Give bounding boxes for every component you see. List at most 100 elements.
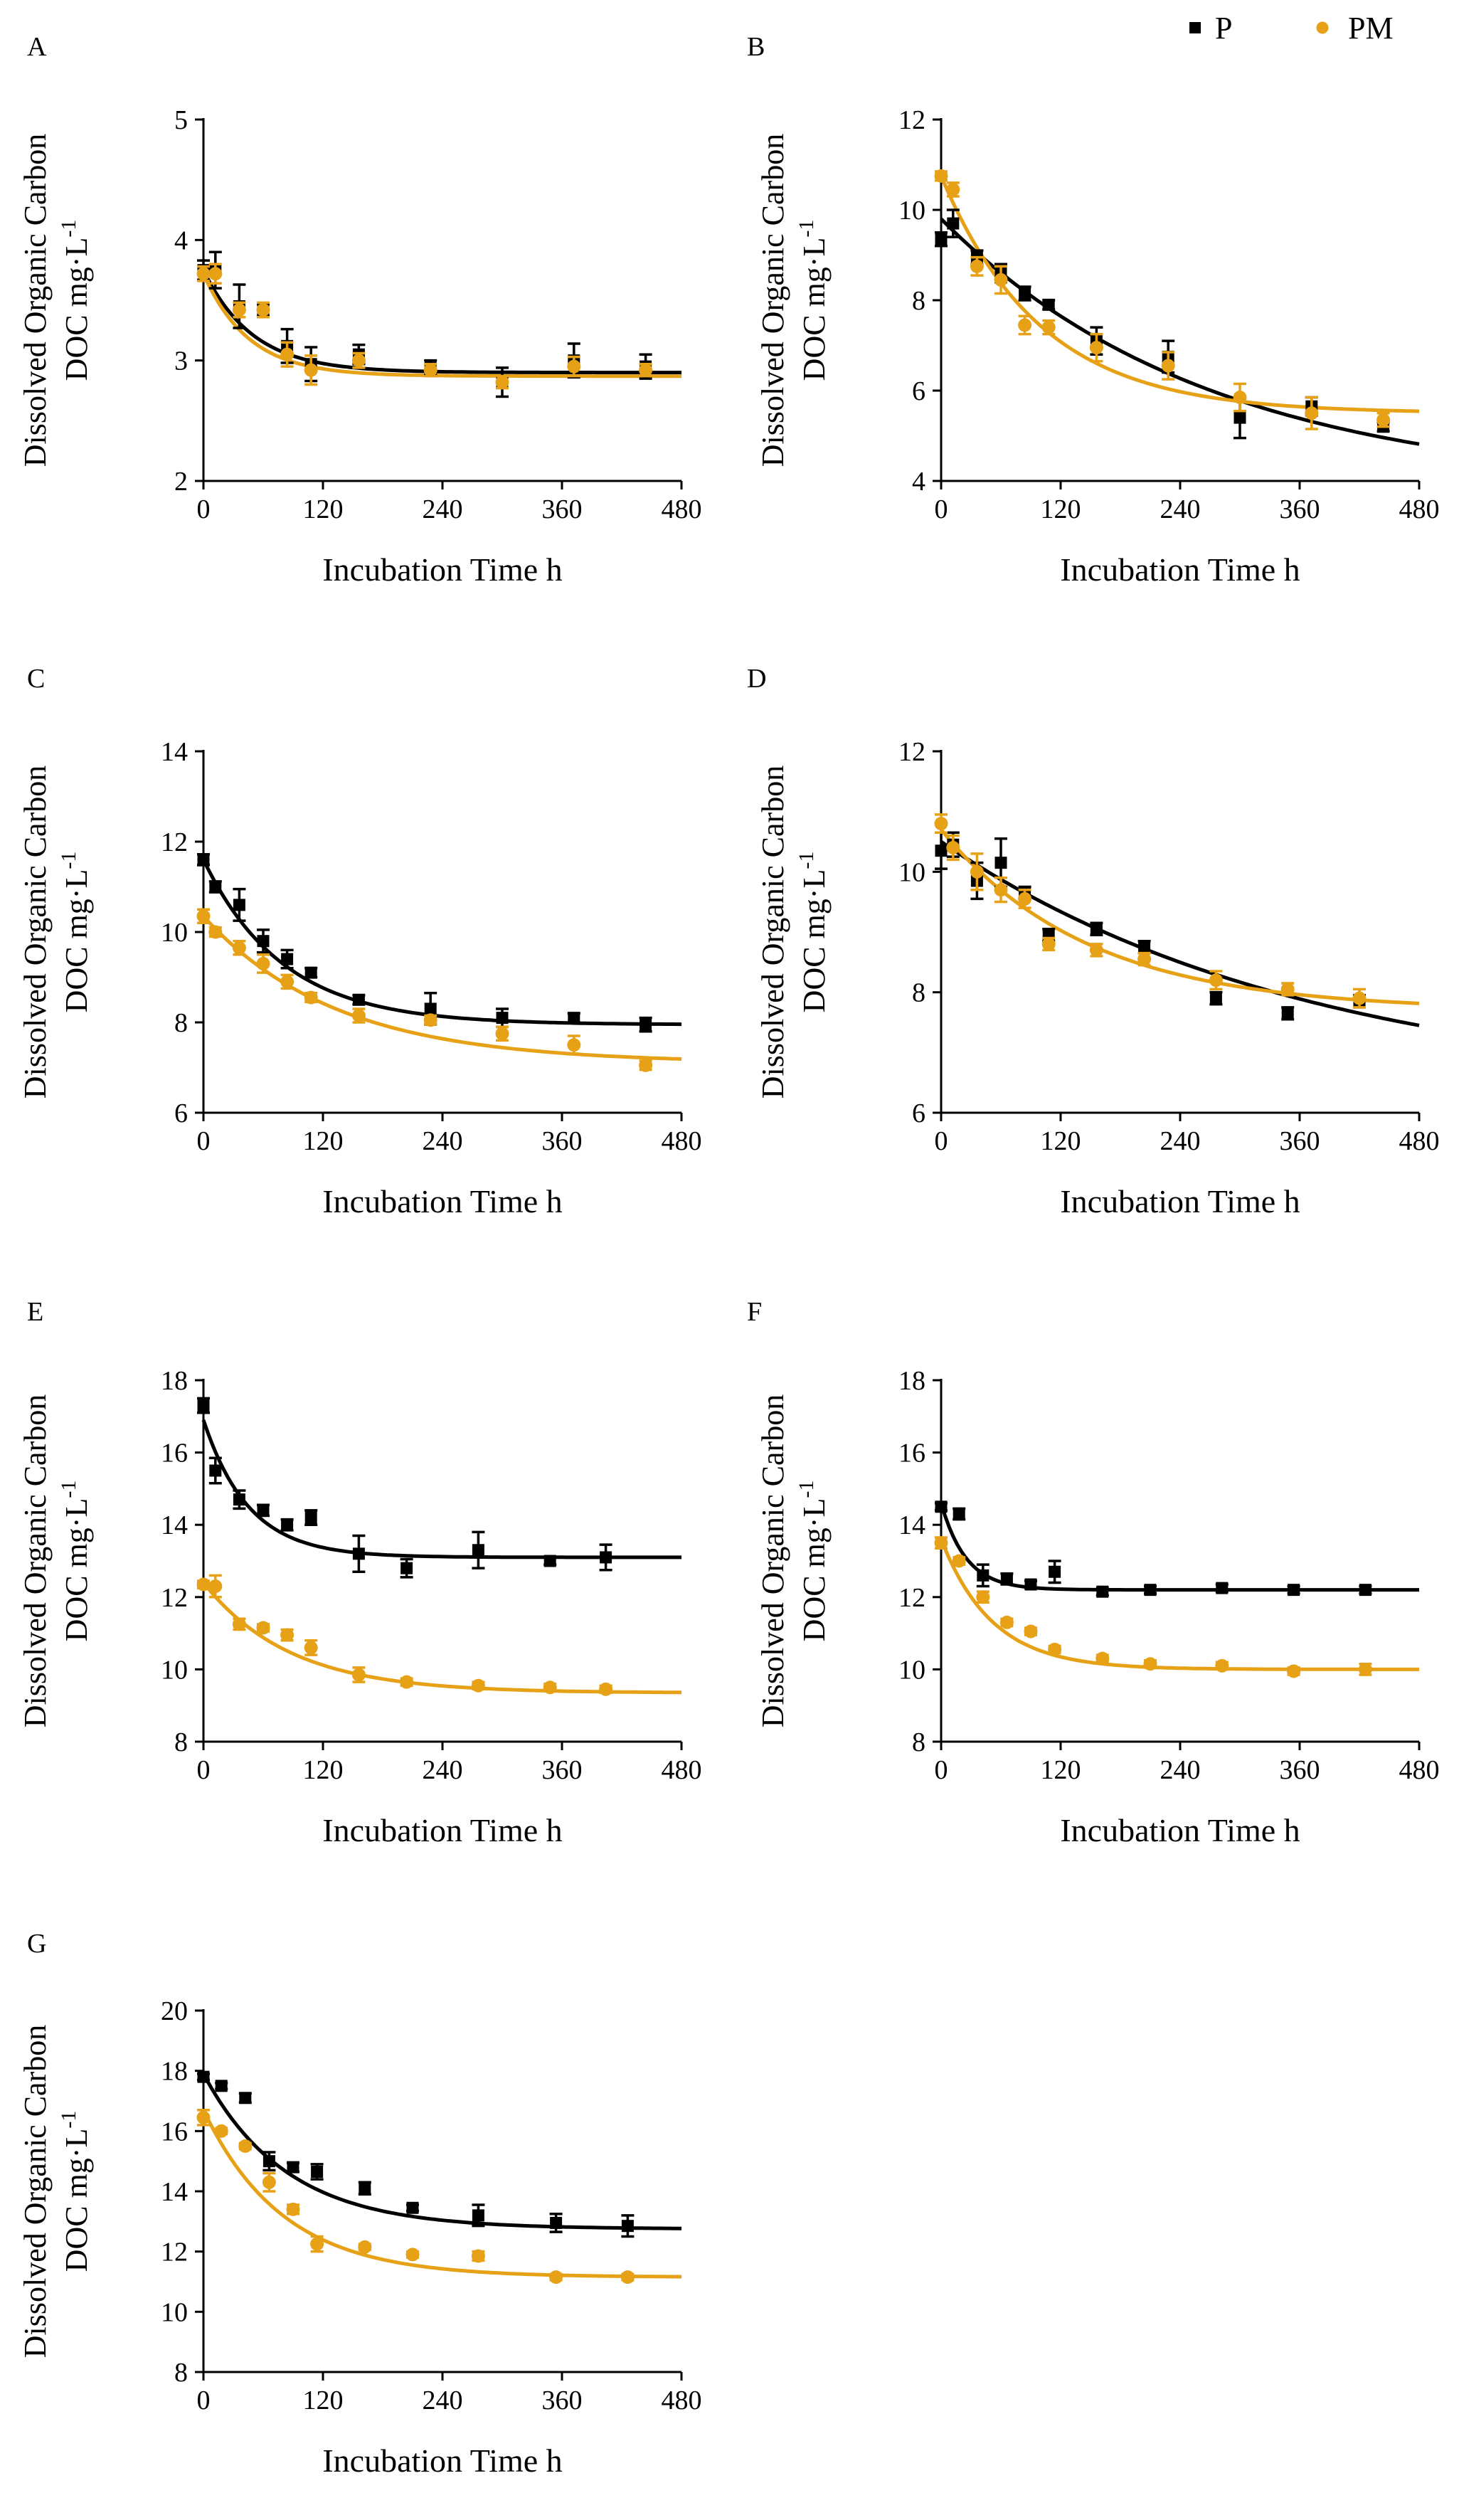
data-point-p (239, 2092, 252, 2105)
data-point-pm (946, 840, 960, 854)
y-axis-title-superscript: -1 (57, 220, 80, 238)
x-tick-label: 0 (935, 1126, 948, 1156)
data-point-pm (934, 1536, 948, 1550)
x-tick-label: 480 (662, 1126, 702, 1156)
panel-label-e: E (27, 1297, 43, 1327)
data-point-p (1000, 1572, 1013, 1585)
data-point-pm (599, 1682, 613, 1696)
data-point-pm (1089, 341, 1103, 355)
data-point-p (197, 1399, 210, 1412)
y-tick-label: 6 (912, 376, 925, 406)
data-point-pm (280, 1628, 295, 1642)
data-point-pm (946, 182, 960, 196)
data-point-pm (1089, 943, 1103, 957)
data-point-pm (214, 2124, 228, 2138)
fit-curve-pm (940, 828, 1420, 1005)
y-tick-label: 8 (912, 1727, 925, 1757)
x-tick-label: 0 (935, 494, 948, 524)
y-tick-label: 4 (912, 467, 925, 497)
panel-b: B 0 120 240 360 480 4 6 8 10 12 Incubation Time h Di… (747, 32, 1440, 588)
data-point-p (281, 953, 294, 965)
panel-d: D 0 120 240 360 480 6 8 10 12 Incubation Time h Dis… (747, 664, 1440, 1219)
data-point-p (953, 1508, 965, 1520)
y-tick-label: 12 (161, 2238, 188, 2267)
x-axis-title: Incubation Time h (322, 2442, 562, 2479)
y-tick-label: 16 (898, 1439, 925, 1468)
y-tick-label: 12 (161, 827, 188, 857)
x-tick-label: 480 (1399, 1755, 1440, 1785)
y-tick-label: 10 (161, 918, 188, 948)
data-point-pm (543, 1680, 557, 1695)
data-point-pm (1041, 937, 1056, 951)
y-axis-title-superscript: -1 (795, 220, 818, 238)
data-point-p (1288, 1584, 1300, 1597)
data-point-p (406, 2201, 419, 2214)
data-point-pm (994, 883, 1008, 897)
y-tick-label: 8 (174, 2358, 188, 2388)
y-tick-label: 16 (161, 2117, 188, 2146)
data-point-p (1024, 1578, 1037, 1591)
y-tick-label: 18 (161, 1366, 188, 1396)
data-point-pm (994, 272, 1008, 287)
data-point-pm (196, 267, 211, 281)
data-point-pm (999, 1615, 1014, 1629)
x-tick-label: 480 (662, 1755, 702, 1785)
data-point-pm (351, 354, 366, 368)
data-point-pm (256, 303, 270, 317)
fit-curve-p (939, 1502, 1419, 1592)
y-tick-label: 8 (912, 286, 925, 316)
data-point-pm (1041, 320, 1056, 334)
data-point-pm (620, 2270, 635, 2285)
x-tick-label: 0 (197, 494, 211, 524)
data-point-pm (405, 2248, 420, 2262)
y-axis-title-line2: DOC mg·L-1 (57, 220, 94, 381)
data-point-pm (232, 941, 246, 955)
x-tick-label: 240 (1160, 1755, 1201, 1785)
data-point-p (281, 1518, 294, 1531)
y-axis-title-line1: Dissolved Organic Carbon (18, 2025, 53, 2358)
data-point-pm (351, 1008, 366, 1022)
data-point-pm (495, 375, 509, 389)
data-point-pm (970, 259, 984, 273)
y-tick-label: 10 (898, 857, 925, 887)
data-point-p (1233, 411, 1246, 424)
y-tick-label: 14 (898, 1510, 925, 1540)
data-point-pm (976, 1590, 990, 1604)
data-point-pm (1233, 391, 1247, 405)
x-tick-label: 0 (197, 2386, 211, 2415)
data-point-pm (567, 1038, 581, 1052)
y-axis-title-line1: Dissolved Organic Carbon (755, 766, 790, 1098)
panel-c: C 0 120 240 360 480 6 8 10 12 14 Incubation Time h D… (18, 664, 702, 1219)
data-point-pm (256, 1621, 270, 1635)
legend-label-p: P (1215, 11, 1232, 46)
data-point-p (233, 1493, 245, 1506)
data-point-pm (304, 1641, 318, 1655)
legend-marker-pm (1316, 21, 1329, 34)
data-point-pm (304, 990, 318, 1005)
data-point-pm (1018, 891, 1032, 906)
legend-label-pm: PM (1348, 11, 1394, 46)
data-point-p (1138, 941, 1151, 953)
data-point-pm (471, 1678, 485, 1693)
y-axis-title-line2: DOC mg·L-1 (57, 852, 94, 1013)
data-point-pm (196, 2110, 211, 2124)
data-point-p (287, 2161, 299, 2174)
x-axis-title: Incubation Time h (1060, 551, 1300, 588)
data-point-pm (639, 1058, 653, 1072)
y-axis-title-superscript: -1 (57, 852, 80, 869)
panel-label-c: C (27, 664, 45, 694)
data-point-p (400, 1562, 413, 1574)
y-tick-label: 6 (912, 1098, 925, 1128)
data-point-p (215, 2080, 228, 2092)
data-point-pm (280, 347, 295, 361)
data-point-pm (1137, 952, 1152, 966)
y-tick-label: 6 (174, 1098, 188, 1128)
y-axis-title-line2: DOC mg·L-1 (795, 1481, 832, 1642)
y-tick-label: 10 (898, 196, 925, 226)
data-point-pm (232, 1617, 246, 1631)
data-point-p (496, 1012, 509, 1025)
data-point-p (935, 845, 948, 857)
panel-f: F 0 120 240 360 480 8 10 12 14 16 18 Incubation Time… (747, 1297, 1440, 1848)
data-point-p (1049, 1565, 1061, 1578)
y-tick-label: 10 (898, 1655, 925, 1685)
